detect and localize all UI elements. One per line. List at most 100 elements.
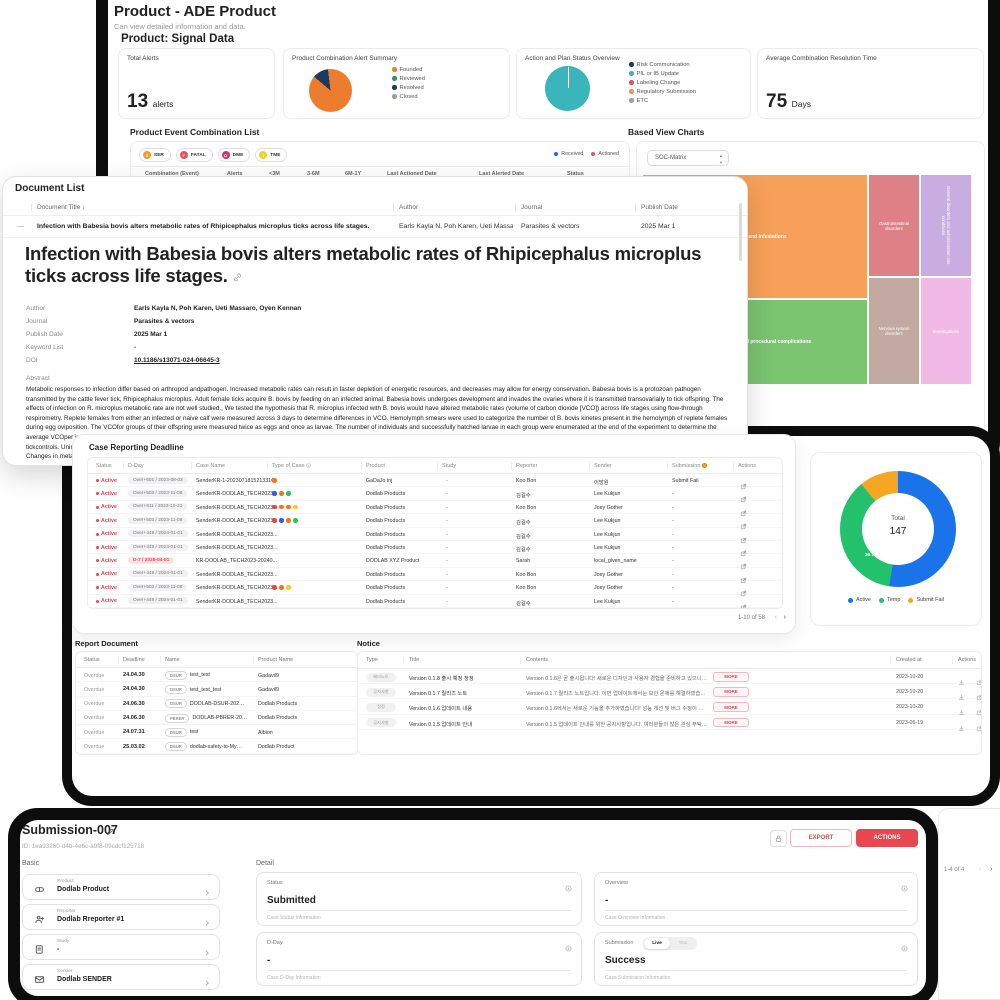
external-link-icon[interactable]: [740, 496, 747, 503]
severity-badge[interactable]: T TME: [255, 148, 288, 162]
toggle-option-live[interactable]: Live: [644, 938, 670, 949]
external-link-icon[interactable]: [976, 694, 981, 701]
column-header[interactable]: Status: [567, 171, 584, 177]
row-action[interactable]: [976, 673, 981, 691]
column-header[interactable]: Title: [409, 657, 420, 663]
column-header[interactable]: Last Alerted Date: [479, 171, 525, 177]
more-button[interactable]: MORE: [713, 717, 749, 728]
severity-badge[interactable]: D DME: [217, 148, 251, 162]
doc-row-title[interactable]: Infection with Babesia bovis alters meta…: [37, 223, 370, 230]
row-action[interactable]: [958, 703, 965, 721]
more-button[interactable]: MORE: [713, 702, 749, 712]
external-link-icon[interactable]: [740, 523, 747, 530]
download-icon[interactable]: [958, 725, 965, 732]
row-action[interactable]: [740, 517, 747, 535]
column-header[interactable]: Product: [366, 462, 385, 469]
row-action[interactable]: [958, 673, 965, 691]
table-row[interactable]: 베타노트 Version 0.1.8 출시 예정 정정 Version 0.1.8은…: [358, 669, 981, 686]
table-row[interactable]: Active Over+449 / 2024-01-01 SenderKR-DODL…: [88, 541, 782, 557]
actions-button[interactable]: ACTIONS: [856, 829, 918, 847]
column-header[interactable]: Combination (Event): [145, 171, 199, 177]
column-header[interactable]: Author: [399, 204, 419, 211]
column-header[interactable]: Product Name: [258, 656, 294, 663]
column-header[interactable]: 6M-1Y: [345, 171, 362, 177]
row-action[interactable]: [976, 688, 981, 706]
table-row[interactable]: Active Over+503 / 2023-11-08 SenderKR-DODL…: [88, 581, 782, 597]
basic-item-study[interactable]: Study -: [22, 934, 220, 960]
column-header[interactable]: Status: [96, 462, 112, 469]
column-header[interactable]: Journal: [521, 204, 543, 211]
external-link-icon[interactable]: [976, 679, 981, 686]
row-action[interactable]: [740, 584, 747, 602]
legend-item[interactable]: Submit Fail: [908, 597, 944, 603]
table-row[interactable]: Overdue24.06.30PBRERDODLAB-PBRER-202409D…: [76, 711, 357, 726]
download-icon[interactable]: [958, 679, 965, 686]
column-header[interactable]: Deadline: [123, 656, 145, 663]
doi-link[interactable]: 10.1186/s13071-024-06645-3: [134, 357, 220, 364]
column-header[interactable]: Publish Date: [641, 204, 678, 211]
export-button[interactable]: EXPORT: [790, 829, 852, 847]
row-action[interactable]: [976, 719, 981, 737]
severity-badge[interactable]: F FATAL: [175, 148, 213, 162]
toggle-option-test[interactable]: Test: [678, 941, 688, 946]
table-row[interactable]: Active Over+601 / 2023-08-02 SenderKR-1-20…: [88, 474, 782, 490]
treemap-cell[interactable]: Investigations: [921, 278, 971, 384]
basic-item-sender[interactable]: Sender Dodlab SENDER: [22, 964, 220, 990]
table-row[interactable]: Overdue 24.04.30 DSUR test_test_test Gadavil…: [76, 682, 357, 697]
treemap-cell[interactable]: Nervous system disorders: [869, 278, 919, 384]
row-action[interactable]: [740, 544, 747, 562]
live-test-toggle[interactable]: Live Test: [643, 937, 697, 950]
lock-button[interactable]: [770, 830, 787, 847]
row-action[interactable]: [740, 571, 747, 589]
table-row[interactable]: 정정 Version 0.1.6 업데이트 내용 Version 0.1.6에서는 …: [358, 699, 981, 716]
row-action[interactable]: [740, 557, 747, 575]
collapse-icon[interactable]: —: [17, 223, 24, 230]
column-header[interactable]: Reporter: [516, 462, 538, 469]
table-row[interactable]: Active Over+449 / 2024-01-01 SenderKR-DODL…: [88, 568, 782, 583]
column-header[interactable]: Status: [84, 656, 100, 663]
column-header[interactable]: Actions: [958, 657, 977, 663]
row-action[interactable]: [958, 688, 965, 706]
external-link-icon[interactable]: [740, 590, 747, 597]
more-button[interactable]: MORE: [713, 672, 749, 682]
table-row[interactable]: Overdue 24.06.30 DSUR DODLAB-DSUR-202409 Dod…: [76, 697, 357, 711]
row-action[interactable]: [740, 504, 747, 522]
row-action[interactable]: [740, 531, 747, 549]
basic-item-product[interactable]: Product Dodlab Product: [22, 874, 220, 900]
document-row[interactable]: — Infection with Babesia bovis alters me…: [3, 216, 747, 238]
link-icon[interactable]: [233, 273, 242, 282]
table-row[interactable]: Active Over+503 / 2023-11-08 SenderKR-DODL…: [88, 487, 782, 503]
row-action[interactable]: [976, 703, 981, 721]
download-icon[interactable]: [958, 694, 965, 701]
treemap-cell[interactable]: Gastrointestinal disorders: [869, 175, 919, 276]
external-link-icon[interactable]: [740, 510, 747, 517]
column-header[interactable]: 3-6M: [307, 171, 320, 177]
row-action[interactable]: [740, 490, 747, 508]
basic-item-reporter[interactable]: Reporter Dodlab Rreporter #1: [22, 904, 220, 930]
external-link-icon[interactable]: [740, 577, 747, 584]
column-header[interactable]: Sender: [594, 462, 612, 469]
external-link-icon[interactable]: [976, 709, 981, 716]
column-header[interactable]: Type of Case: [272, 463, 312, 469]
external-link-icon[interactable]: [740, 563, 747, 570]
column-header[interactable]: Name: [165, 656, 180, 663]
column-header[interactable]: Last Actioned Date: [387, 171, 437, 177]
table-row[interactable]: Overdue 24.07.31 DSUR test Albion: [76, 725, 357, 740]
column-header[interactable]: <3M: [269, 171, 280, 177]
legend-item[interactable]: Temp: [879, 597, 900, 603]
column-header[interactable]: Contents: [526, 657, 549, 663]
table-row[interactable]: Active Over+449 / 2024-01-01 SenderKR-DODL…: [88, 528, 782, 543]
prev-page-icon[interactable]: ‹: [774, 614, 777, 621]
soc-dropdown[interactable]: SOC-Matrix ▲ ▼: [647, 150, 729, 166]
column-header[interactable]: Alerts: [227, 171, 243, 177]
next-page-icon[interactable]: ›: [990, 866, 993, 873]
detail-card-submission[interactable]: Submission Live Test Success Case Submission…: [594, 932, 918, 986]
next-page-icon[interactable]: ›: [783, 614, 786, 621]
prev-page-icon[interactable]: ‹: [979, 866, 982, 873]
table-row[interactable]: Active D-7 / 2025-04-01 KR-DODLAB_TECH2023…: [88, 554, 782, 570]
treemap-cell[interactable]: General disorders and administration sit…: [921, 175, 971, 276]
edit-icon[interactable]: [106, 827, 115, 836]
column-header[interactable]: D-Day: [128, 462, 144, 469]
severity-badge[interactable]: S SER: [139, 148, 171, 162]
column-header[interactable]: Submission: [672, 463, 708, 469]
